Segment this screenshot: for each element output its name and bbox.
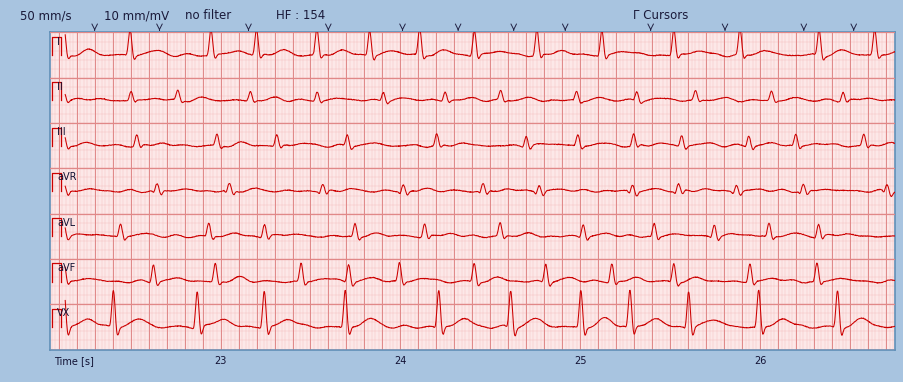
Text: 23: 23	[214, 356, 227, 366]
Text: 10 mm/mV: 10 mm/mV	[104, 9, 169, 22]
Text: Time [s]: Time [s]	[54, 356, 94, 366]
Text: II: II	[57, 82, 62, 92]
Text: 25: 25	[573, 356, 586, 366]
Text: aVL: aVL	[57, 218, 75, 228]
Text: HF : 154: HF : 154	[275, 9, 324, 22]
Text: III: III	[57, 127, 65, 137]
Text: no filter: no filter	[185, 9, 231, 22]
Text: aVR: aVR	[57, 172, 77, 183]
Text: Γ Cursors: Γ Cursors	[632, 9, 687, 22]
Text: I: I	[57, 37, 60, 47]
Text: VX: VX	[57, 308, 70, 318]
Text: aVF: aVF	[57, 263, 75, 273]
Text: 24: 24	[394, 356, 406, 366]
Text: 26: 26	[753, 356, 766, 366]
Text: 50 mm/s: 50 mm/s	[20, 9, 71, 22]
